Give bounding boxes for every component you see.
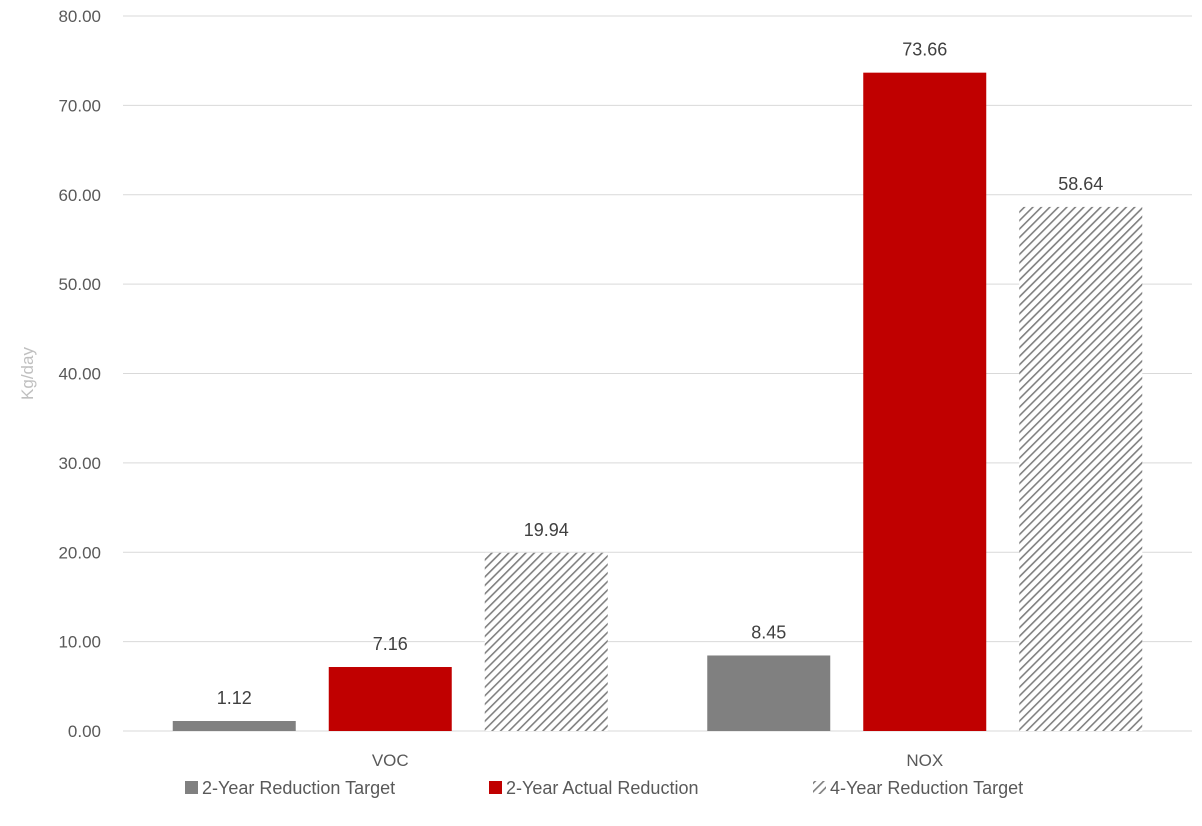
y-tick-label: 50.00: [58, 275, 101, 294]
y-tick-label: 40.00: [58, 365, 101, 384]
y-tick-label: 10.00: [58, 633, 101, 652]
x-axis-category-labels: VOC NOX: [372, 751, 943, 770]
legend-label: 2-Year Reduction Target: [202, 778, 395, 798]
data-labels: 1.12 7.16 19.94 8.45 73.66 58.64: [217, 40, 1104, 708]
legend-swatch: [185, 781, 198, 794]
data-label: 58.64: [1058, 174, 1103, 194]
bar-nox-series-3: [1019, 206, 1143, 731]
data-label: 8.45: [751, 622, 786, 642]
bar-voc-series-3: [484, 552, 608, 731]
gridlines: [123, 15, 1192, 732]
bar-voc-series-2: [328, 667, 452, 731]
y-tick-label: 60.00: [58, 186, 101, 205]
legend-swatch: [489, 781, 502, 794]
y-axis-tick-labels: 0.00 10.00 20.00 30.00 40.00 50.00 60.00 70.00 8…: [58, 7, 101, 741]
y-tick-label: 80.00: [58, 7, 101, 26]
data-label: 73.66: [902, 40, 947, 60]
bar-nox-series-1: [707, 655, 831, 731]
legend-item: 4-Year Reduction Target: [813, 778, 1023, 798]
bar-voc-series-1: [172, 720, 296, 731]
bar-nox-series-2: [863, 72, 987, 731]
data-label: 1.12: [217, 688, 252, 708]
x-category-label: VOC: [372, 751, 409, 770]
legend-item: 2-Year Actual Reduction: [489, 778, 698, 798]
data-label: 19.94: [524, 520, 569, 540]
y-tick-label: 30.00: [58, 454, 101, 473]
legend: 2-Year Reduction Target 2-Year Actual Red…: [185, 778, 1023, 798]
y-tick-label: 0.00: [68, 722, 101, 741]
legend-label: 4-Year Reduction Target: [830, 778, 1023, 798]
legend-swatch: [813, 781, 826, 794]
y-tick-label: 20.00: [58, 543, 101, 562]
y-tick-label: 70.00: [58, 96, 101, 115]
x-category-label: NOX: [906, 751, 943, 770]
legend-item: 2-Year Reduction Target: [185, 778, 395, 798]
bars: [172, 72, 1143, 731]
data-label: 7.16: [373, 634, 408, 654]
y-axis-title: Kg/day: [18, 347, 37, 400]
legend-label: 2-Year Actual Reduction: [506, 778, 698, 798]
